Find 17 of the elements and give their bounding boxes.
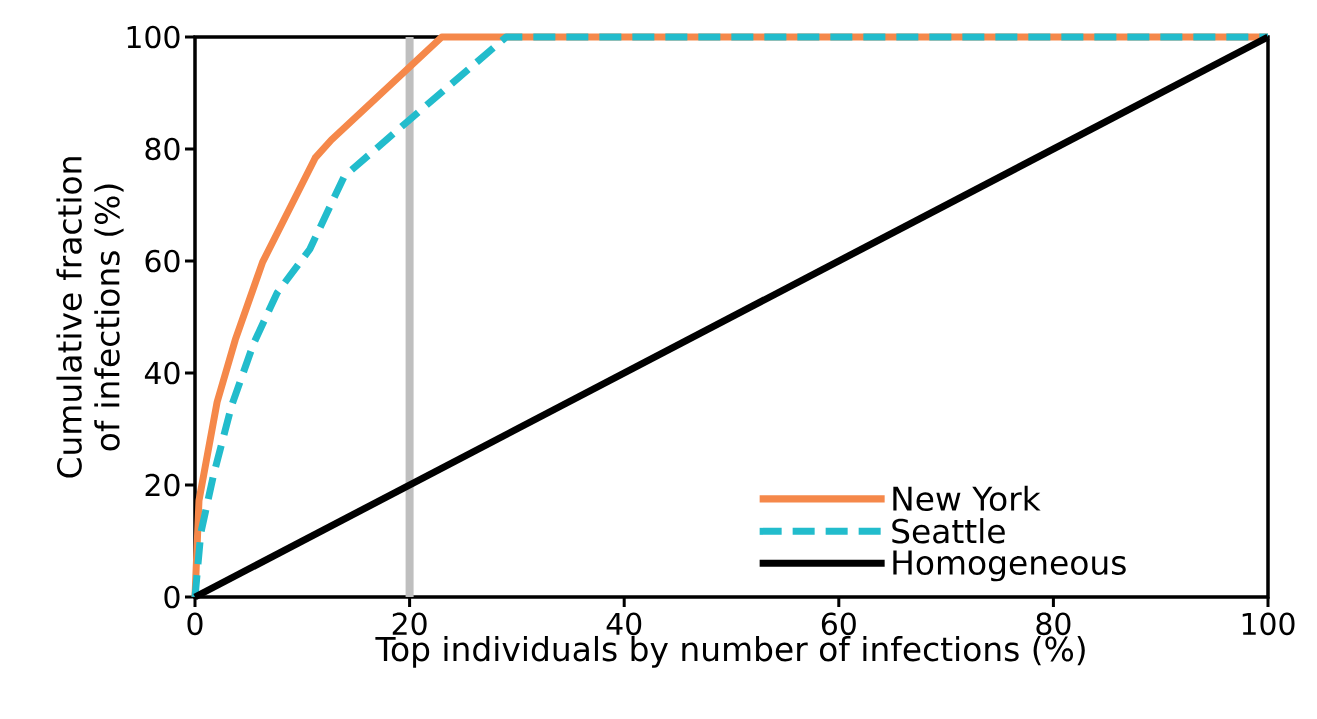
legend-label: Homogeneous bbox=[893, 550, 1126, 582]
x-axis-title: Top individuals by number of infections (%) bbox=[375, 635, 1085, 668]
y-tick-label: 0 bbox=[164, 585, 180, 609]
y-tick-label: 20 bbox=[145, 473, 180, 497]
y-tick-label: 40 bbox=[144, 361, 180, 385]
x-tick-label: 80 bbox=[1036, 612, 1071, 636]
x-tick-label: 60 bbox=[821, 612, 856, 636]
x-tick-label: 20 bbox=[392, 612, 427, 636]
x-tick-label: 100 bbox=[1242, 612, 1295, 636]
x-tick-label: 0 bbox=[187, 612, 203, 636]
y-tick-label: 60 bbox=[145, 249, 180, 273]
x-tick-label: 40 bbox=[606, 612, 642, 636]
y-axis-title: Cumulative fraction of infections (%) bbox=[56, 157, 124, 478]
legend-label: New York bbox=[893, 485, 1041, 512]
y-tick-label: 80 bbox=[145, 137, 180, 161]
y-tick-label: 100 bbox=[127, 25, 180, 49]
legend-label: Seattle bbox=[892, 518, 1005, 544]
